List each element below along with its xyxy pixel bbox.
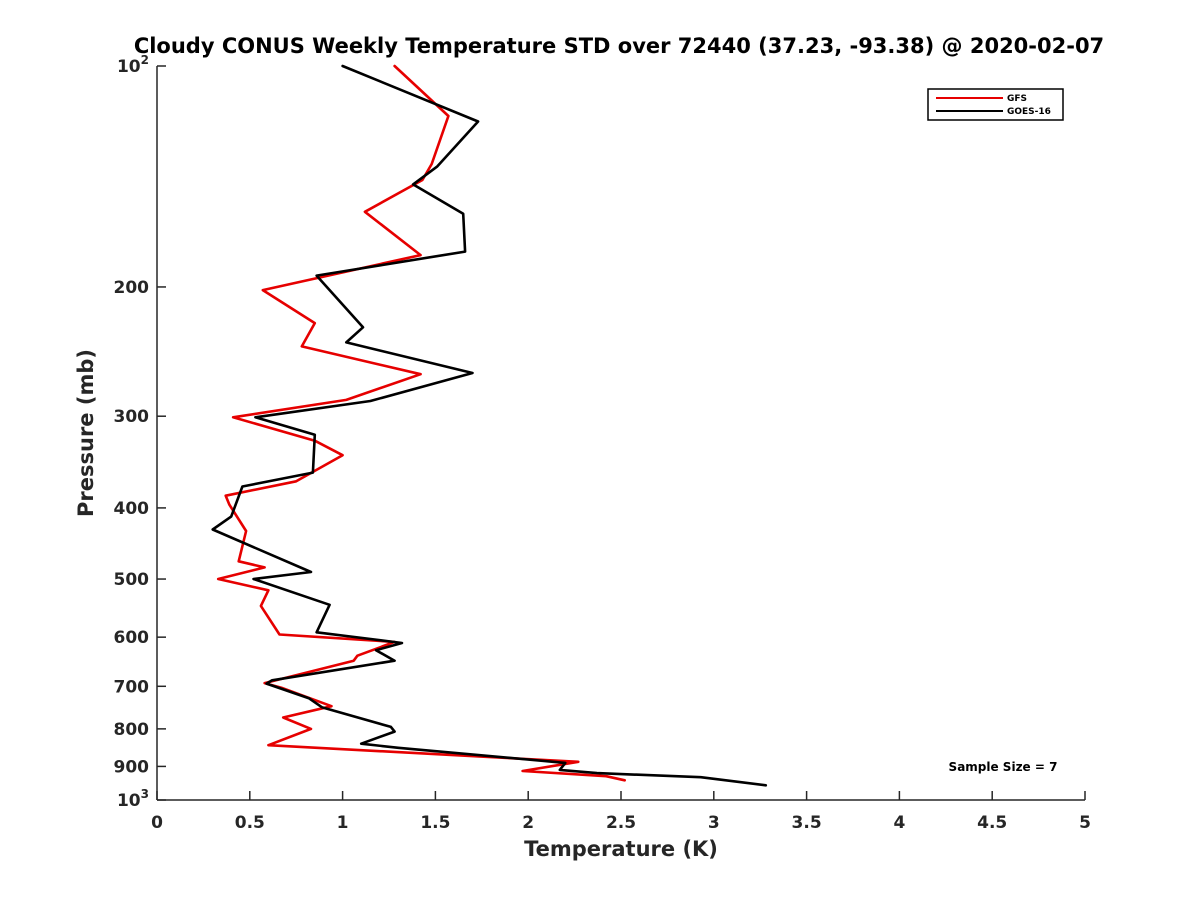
y-tick-base: 10	[117, 791, 141, 811]
y-tick-label: 102	[117, 53, 149, 77]
plot-area: 0 0.5 1 1.5 2 2.5 3 3.5 4 4.5 5 102200300400500600…	[114, 53, 1091, 833]
x-tick-label: 3.5	[792, 813, 822, 833]
series-line-goes16	[211, 64, 768, 787]
x-axis-ticks: 0 0.5 1 1.5 2 2.5 3 3.5 4 4.5 5	[151, 791, 1091, 833]
y-tick-label: 500	[114, 570, 150, 590]
x-tick-label: 4	[893, 813, 905, 833]
y-tick-exponent: 2	[141, 53, 149, 67]
y-tick-label: 700	[114, 677, 150, 697]
y-tick-label: 900	[114, 757, 150, 777]
y-tick-label: 800	[114, 720, 150, 740]
y-tick-label: 103	[117, 787, 149, 811]
x-tick-label: 1	[337, 813, 349, 833]
y-tick-exponent: 3	[141, 787, 149, 801]
y-tick-label: 200	[114, 278, 150, 298]
chart-title: Cloudy CONUS Weekly Temperature STD over…	[134, 34, 1104, 58]
legend-label-gfs: GFS	[1007, 94, 1027, 104]
series-layer	[211, 64, 768, 787]
y-tick-base: 10	[117, 57, 141, 77]
x-tick-label: 3	[708, 813, 720, 833]
x-tick-label: 0	[151, 813, 163, 833]
y-axis-label: Pressure (mb)	[74, 349, 98, 517]
sample-size-note: Sample Size = 7	[949, 760, 1058, 774]
legend-box	[927, 88, 1064, 121]
y-tick-label: 400	[114, 499, 150, 519]
series-line-gfs	[216, 64, 627, 782]
x-tick-label: 5	[1079, 813, 1091, 833]
y-tick-label: 300	[114, 407, 150, 427]
x-axis-label: Temperature (K)	[524, 837, 718, 861]
legend: GFS GOES-16	[927, 88, 1064, 121]
x-tick-label: 1.5	[420, 813, 450, 833]
x-tick-label: 4.5	[977, 813, 1007, 833]
x-tick-label: 0.5	[235, 813, 265, 833]
x-tick-label: 2	[522, 813, 534, 833]
y-tick-label: 600	[114, 628, 150, 648]
x-tick-label: 2.5	[606, 813, 636, 833]
legend-label-goes16: GOES-16	[1007, 107, 1051, 117]
